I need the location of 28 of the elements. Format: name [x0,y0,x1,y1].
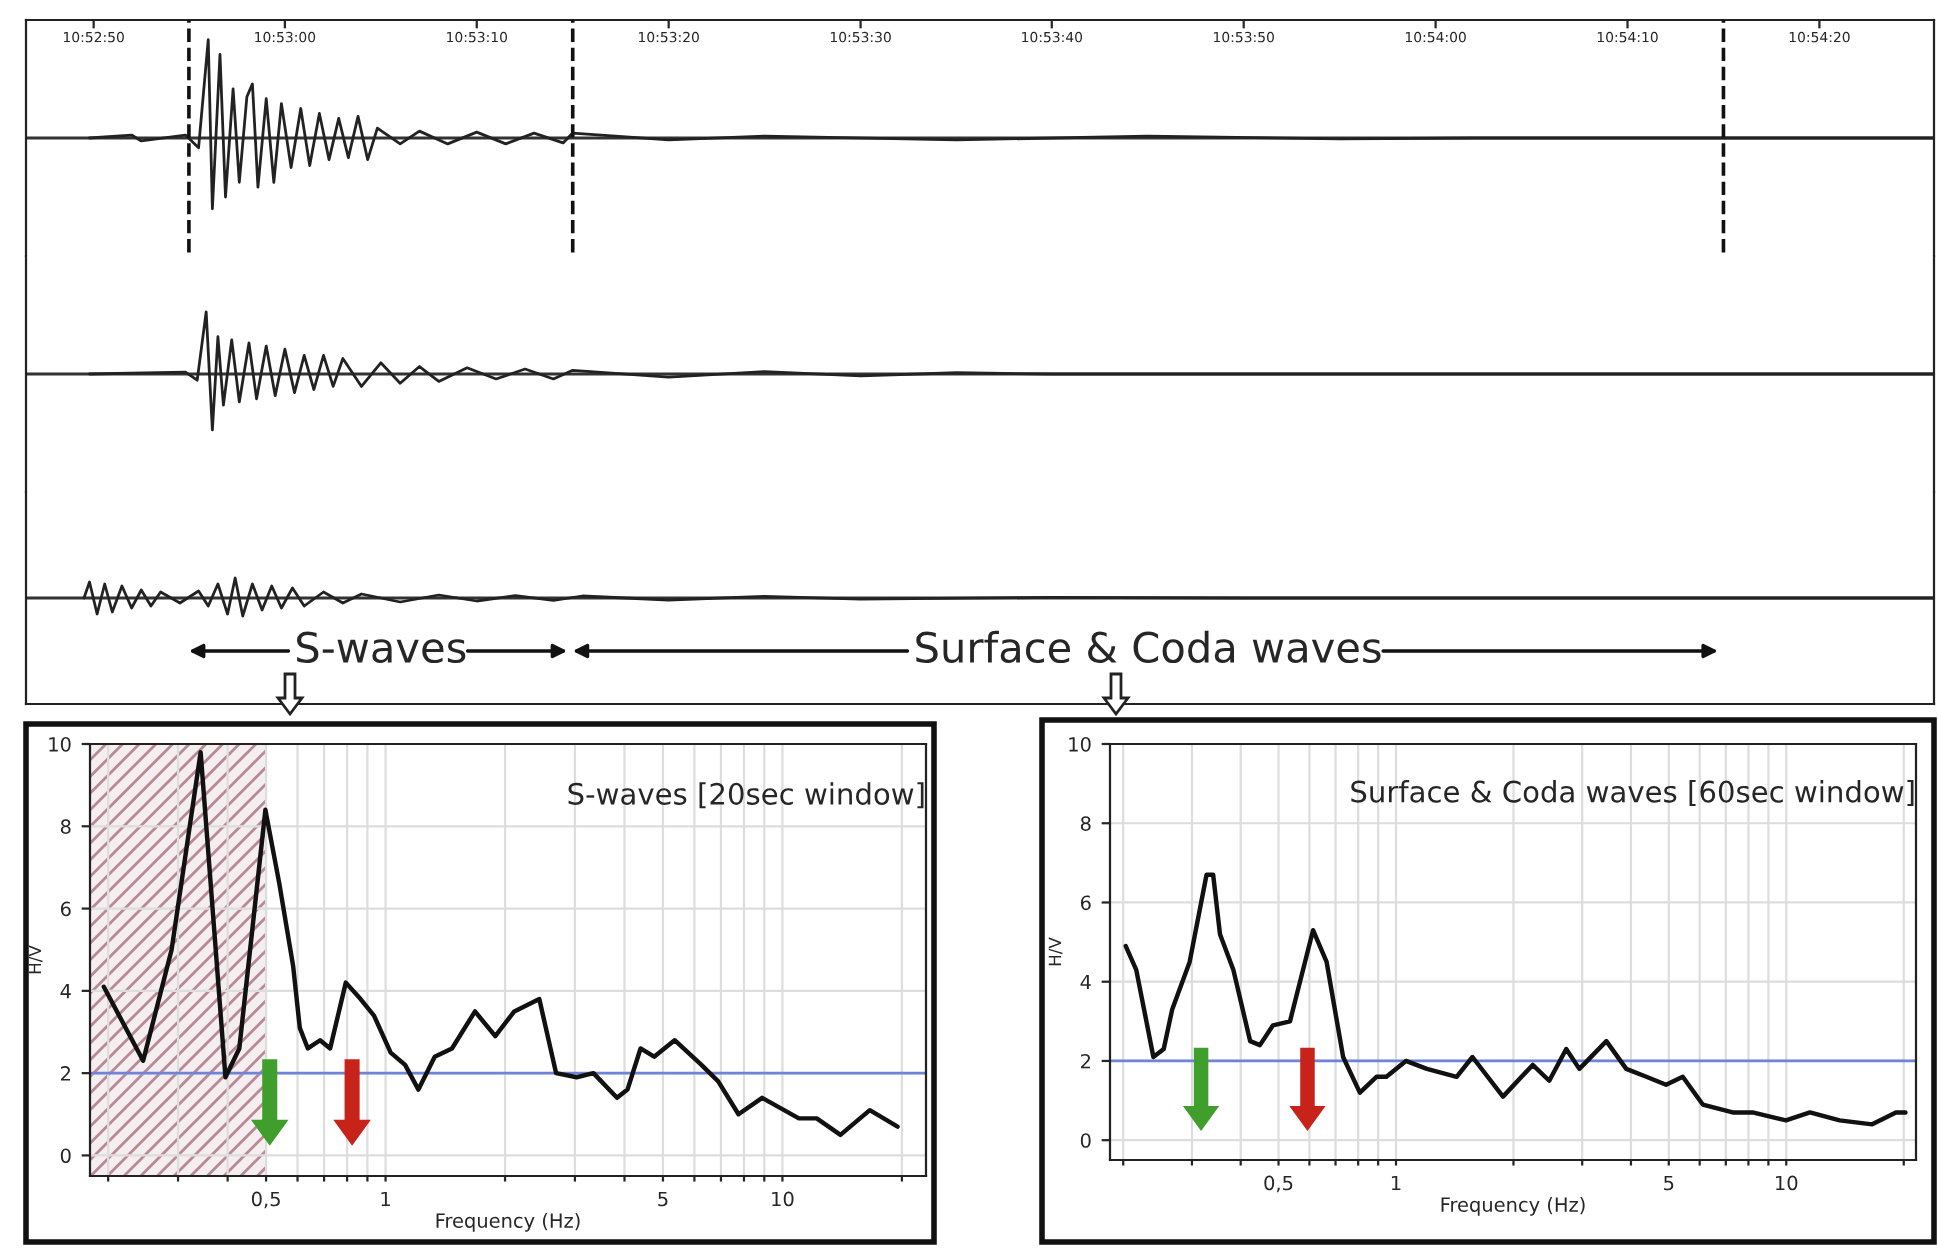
y-tick-label: 2 [1081,1053,1090,1069]
y-tick-label: 0 [60,1148,71,1164]
x-tick-label: 0,5 [251,1191,280,1209]
text: Surface & Coda waves [916,630,1381,664]
x-tick-label: 10 [772,1191,794,1207]
text: S-waves [20sec window] [568,782,924,809]
x-tick-label: 10 [1776,1175,1798,1191]
y-tick-label: 6 [1080,895,1091,911]
y-axis-title: H/V [28,945,43,974]
y-tick-label: 0 [1080,1133,1091,1148]
text: S-waves [297,631,466,664]
y-tick-label: 8 [60,819,71,834]
y-tick-label: 6 [60,901,71,917]
x-axis-title: Frequency (Hz) [436,1212,580,1232]
x-axis-title: Frequency (Hz) [1441,1196,1585,1216]
y-tick-label: 2 [61,1066,70,1081]
y-tick-label: 4 [60,984,71,999]
y-tick-label: 10 [1069,736,1091,752]
text: Surface & Coda waves [60sec window] [1351,780,1914,807]
x-tick-label: 1 [1391,1175,1401,1191]
x-tick-label: 5 [658,1191,668,1207]
y-tick-label: 4 [1080,974,1091,990]
y-tick-label: 8 [1080,816,1091,831]
x-tick-label: 0,5 [1264,1175,1293,1193]
x-tick-label: 1 [381,1191,390,1207]
y-axis-title: H/V [1048,937,1063,966]
y-tick-label: 10 [49,736,71,752]
x-tick-label: 5 [1664,1175,1674,1191]
